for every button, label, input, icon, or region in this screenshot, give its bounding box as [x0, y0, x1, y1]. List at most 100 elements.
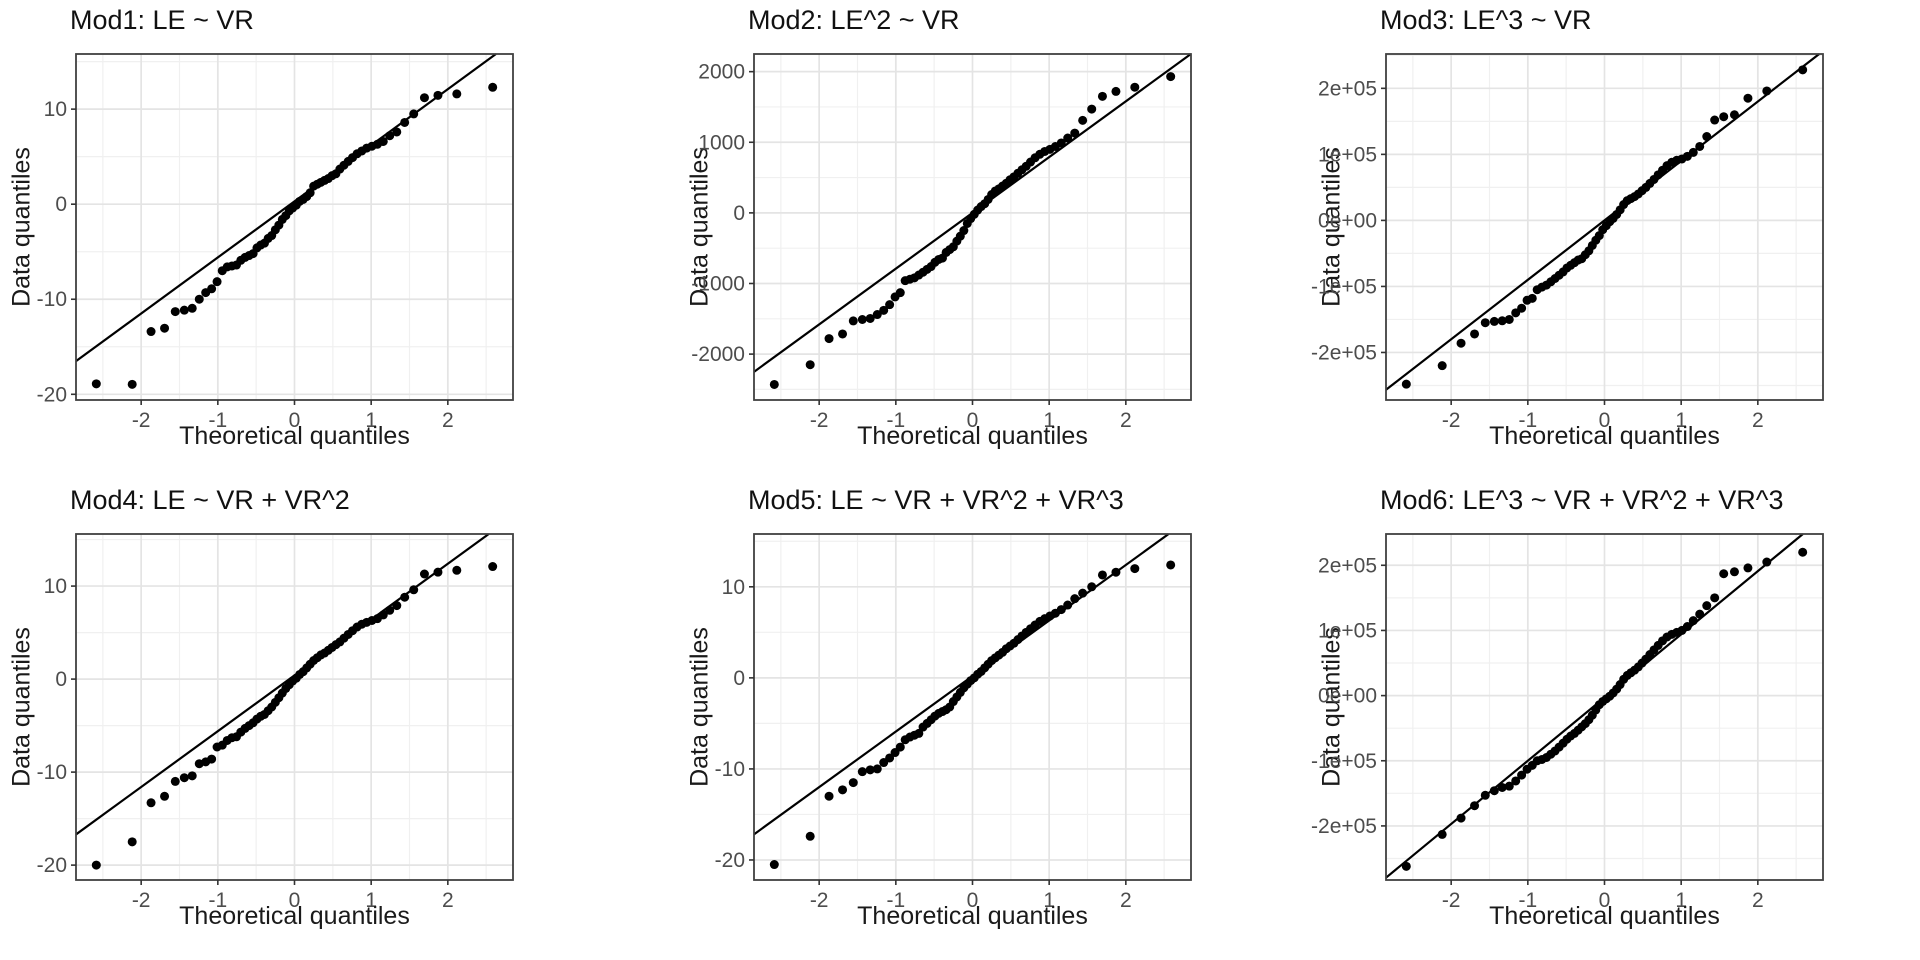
data-point	[207, 284, 217, 294]
x-tick-label: -2	[132, 409, 151, 432]
data-point	[848, 316, 858, 326]
y-tick-label: 2000	[698, 61, 745, 84]
data-point	[179, 773, 189, 783]
data-point	[488, 82, 498, 92]
data-point	[1719, 569, 1729, 579]
x-tick-label: -1	[886, 409, 905, 432]
data-point	[1056, 138, 1066, 148]
data-point	[1401, 861, 1411, 871]
y-tick-label: 0	[733, 667, 745, 690]
x-tick-label: -2	[1442, 889, 1461, 912]
data-point	[127, 837, 137, 847]
data-point	[824, 791, 834, 801]
x-axis-label: Theoretical quantiles	[1489, 422, 1720, 450]
x-tick-label: 0	[289, 889, 301, 912]
data-point	[959, 226, 969, 236]
data-point	[160, 791, 170, 801]
data-point	[1702, 601, 1712, 611]
data-point	[305, 188, 315, 198]
x-tick-label: -1	[208, 889, 227, 912]
y-tick-label: 2e+05	[1318, 77, 1377, 100]
x-tick-label: -1	[886, 889, 905, 912]
data-point	[452, 565, 462, 575]
y-tick-label: -2000	[691, 343, 745, 366]
data-point	[1130, 82, 1140, 92]
data-point	[1798, 65, 1808, 75]
x-tick-label: -1	[1518, 889, 1537, 912]
data-point	[1070, 128, 1080, 138]
data-point	[1437, 829, 1447, 839]
data-point	[1702, 132, 1712, 142]
data-point	[127, 379, 137, 389]
x-axis-label: Theoretical quantiles	[179, 902, 410, 930]
x-tick-label: 2	[1120, 889, 1132, 912]
qq-reference-line	[1385, 53, 1820, 391]
data-point	[1070, 594, 1080, 604]
data-point	[1688, 147, 1698, 157]
x-tick-label: 0	[967, 889, 979, 912]
data-point	[1517, 770, 1527, 780]
x-tick-label: -2	[810, 409, 829, 432]
data-point	[433, 90, 443, 100]
data-point	[1480, 318, 1490, 328]
data-point	[1470, 329, 1480, 339]
x-tick-label: -2	[132, 889, 151, 912]
data-point	[857, 767, 867, 777]
panel-mod6: Mod6: LE^3 ~ VR + VR^2 + VR^3 Data quant…	[1280, 480, 1920, 960]
x-tick-label: 1	[1043, 409, 1055, 432]
data-point	[865, 313, 875, 323]
data-point	[409, 109, 419, 119]
y-tick-label: 10	[44, 575, 67, 598]
y-tick-label: 2e+05	[1318, 554, 1377, 577]
data-point	[1497, 316, 1507, 326]
qq-plot-mod6: -2 -1 0 1 2 -2e+05 -1e+05 0e+00 1e+05 2e+05	[1311, 533, 1824, 912]
data-point	[419, 569, 429, 579]
panel-title: Mod1: LE ~ VR	[70, 5, 254, 35]
data-point	[838, 785, 848, 795]
data-point	[1743, 93, 1753, 103]
x-tick-label: 1	[365, 889, 377, 912]
data-point	[400, 592, 410, 602]
data-point	[170, 776, 180, 786]
data-point	[1097, 91, 1107, 101]
data-point	[824, 334, 834, 344]
data-point	[1166, 72, 1176, 82]
y-tick-label: 1e+05	[1318, 143, 1377, 166]
x-axis-label: Theoretical quantiles	[179, 422, 410, 450]
data-point	[1437, 361, 1447, 371]
data-point	[212, 277, 222, 287]
data-point	[378, 136, 388, 146]
x-axis-label: Theoretical quantiles	[857, 422, 1088, 450]
data-point	[872, 764, 882, 774]
data-point	[838, 329, 848, 339]
x-tick-label: 2	[442, 409, 454, 432]
y-tick-label: 0e+00	[1318, 209, 1377, 232]
panel-mod4: Mod4: LE ~ VR + VR^2 Data quantiles -2 -1…	[0, 480, 640, 960]
data-point	[1111, 567, 1121, 577]
x-tick-label: 2	[442, 889, 454, 912]
data-point	[409, 585, 419, 595]
data-point	[400, 117, 410, 127]
x-tick-label: 1	[1675, 409, 1687, 432]
data-point	[1456, 813, 1466, 823]
data-point	[872, 310, 882, 320]
data-point	[1710, 593, 1720, 603]
y-tick-label: 10	[44, 98, 67, 121]
y-tick-label: -20	[37, 383, 67, 406]
x-tick-label: 2	[1752, 409, 1764, 432]
data-point	[91, 379, 101, 389]
data-point	[1743, 563, 1753, 573]
qq-reference-line	[75, 53, 497, 363]
data-point	[857, 315, 867, 325]
panel-title: Mod2: LE^2 ~ VR	[748, 5, 960, 35]
panel-title: Mod5: LE ~ VR + VR^2 + VR^3	[748, 485, 1124, 515]
x-tick-label: 0	[967, 409, 979, 432]
qq-plot-mod2: -2 -1 0 1 2 -2000 -1000 0 1000 2000	[691, 53, 1192, 432]
data-point	[1489, 786, 1499, 796]
data-point	[1063, 133, 1073, 143]
data-point	[1497, 782, 1507, 792]
panel-mod1: Mod1: LE ~ VR Data quantiles -2 -1 0 1 2 -20-…	[0, 0, 640, 480]
x-tick-label: 0	[289, 409, 301, 432]
data-point	[187, 771, 197, 781]
